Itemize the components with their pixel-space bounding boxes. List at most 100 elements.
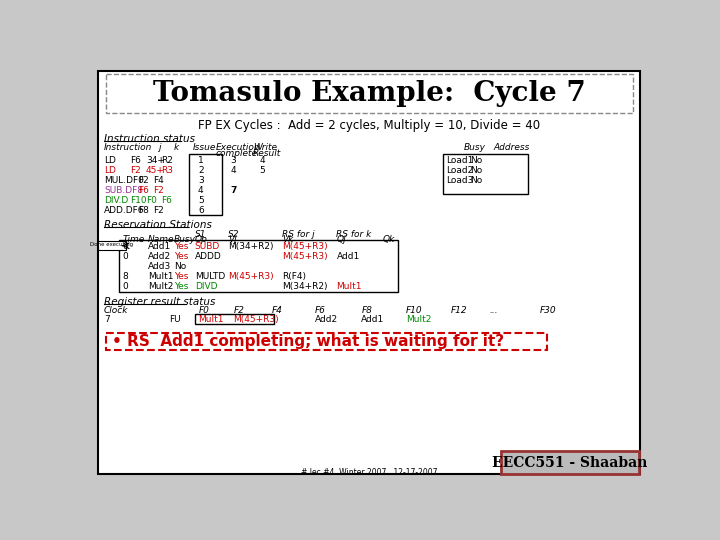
Text: EECC551 - Shaaban: EECC551 - Shaaban (492, 456, 647, 470)
FancyBboxPatch shape (500, 451, 639, 475)
Text: 4: 4 (198, 186, 204, 195)
Text: 2: 2 (198, 166, 204, 174)
Text: Mult1: Mult1 (199, 315, 224, 324)
Text: ADDD: ADDD (194, 252, 221, 261)
Text: 5: 5 (259, 166, 265, 174)
Text: 8: 8 (122, 272, 128, 281)
Text: Mult2: Mult2 (406, 315, 431, 324)
FancyBboxPatch shape (120, 240, 398, 292)
Text: R3: R3 (161, 166, 174, 174)
Text: Busy: Busy (464, 143, 485, 152)
Text: No: No (469, 156, 482, 165)
Text: F6: F6 (315, 306, 325, 315)
Text: Tomasulo Example:  Cycle 7: Tomasulo Example: Cycle 7 (153, 80, 585, 107)
Text: 6: 6 (198, 206, 204, 215)
Text: Add3: Add3 (148, 262, 171, 271)
Text: Yes: Yes (174, 252, 188, 261)
Text: Op: Op (194, 235, 207, 244)
Text: SUB.DF8: SUB.DF8 (104, 186, 143, 195)
Text: Load3: Load3 (446, 176, 474, 185)
Text: M(45+R3): M(45+R3) (282, 242, 328, 251)
Text: F30: F30 (539, 306, 556, 315)
Text: No: No (469, 176, 482, 185)
Text: 0: 0 (122, 282, 128, 291)
FancyBboxPatch shape (98, 241, 126, 249)
Text: Done executing: Done executing (90, 242, 133, 247)
Text: Add1: Add1 (361, 315, 384, 324)
Text: F0: F0 (145, 195, 157, 205)
Text: Address: Address (493, 143, 529, 152)
Text: # lec #4  Winter 2007   12-17-2007: # lec #4 Winter 2007 12-17-2007 (301, 468, 437, 477)
Text: MULTD: MULTD (194, 272, 225, 281)
Text: Qk: Qk (383, 235, 395, 244)
Text: MUL.DF0: MUL.DF0 (104, 176, 144, 185)
Text: Mult1: Mult1 (148, 272, 174, 281)
Text: DIV.D: DIV.D (104, 195, 128, 205)
Text: F8: F8 (138, 206, 149, 215)
Text: F4: F4 (153, 176, 164, 185)
Text: 7: 7 (104, 315, 109, 324)
Text: F4: F4 (272, 306, 283, 315)
Text: 3: 3 (230, 156, 236, 165)
Text: k: k (174, 143, 179, 152)
Text: M(45+R3): M(45+R3) (228, 272, 274, 281)
Text: F2: F2 (130, 166, 141, 174)
Text: ADD.DF6: ADD.DF6 (104, 206, 145, 215)
Text: F2: F2 (138, 176, 149, 185)
Text: Add1: Add1 (148, 242, 171, 251)
Text: R2: R2 (161, 156, 174, 165)
Text: F6: F6 (161, 195, 172, 205)
Text: S2: S2 (228, 230, 240, 239)
Text: S1: S1 (194, 230, 206, 239)
Text: 0: 0 (122, 252, 128, 261)
Text: F8: F8 (361, 306, 372, 315)
Text: Vk: Vk (282, 235, 294, 244)
FancyBboxPatch shape (106, 74, 632, 112)
Text: F2: F2 (233, 306, 244, 315)
FancyBboxPatch shape (189, 154, 222, 215)
Text: complete: complete (215, 148, 258, 158)
Text: Yes: Yes (174, 272, 188, 281)
Text: Reservation Stations: Reservation Stations (104, 220, 212, 231)
FancyBboxPatch shape (106, 333, 547, 350)
Text: LD: LD (104, 166, 116, 174)
Text: 3: 3 (198, 176, 204, 185)
Text: 5: 5 (198, 195, 204, 205)
Text: Add2: Add2 (148, 252, 171, 261)
Text: F12: F12 (451, 306, 468, 315)
Text: Clock: Clock (104, 306, 128, 315)
Text: Add1: Add1 (336, 252, 360, 261)
Text: 4: 4 (230, 166, 236, 174)
Text: M(34+R2): M(34+R2) (228, 242, 274, 251)
Text: Register result status: Register result status (104, 296, 215, 307)
Text: Add2: Add2 (315, 315, 338, 324)
Text: F6: F6 (138, 186, 149, 195)
Text: ...: ... (489, 306, 498, 315)
Text: 45+: 45+ (145, 166, 165, 174)
Text: Instruction status: Instruction status (104, 134, 195, 144)
Text: Execution: Execution (215, 143, 260, 152)
Text: Load2: Load2 (446, 166, 474, 174)
Text: F2: F2 (153, 186, 164, 195)
Text: Load1: Load1 (446, 156, 474, 165)
Text: Yes: Yes (174, 242, 188, 251)
Text: FU: FU (169, 315, 181, 324)
Text: Mult1: Mult1 (336, 282, 362, 291)
Text: FP EX Cycles :  Add = 2 cycles, Multiply = 10, Divide = 40: FP EX Cycles : Add = 2 cycles, Multiply … (198, 119, 540, 132)
Text: Write: Write (253, 143, 276, 152)
Text: No: No (469, 166, 482, 174)
Text: F10: F10 (130, 195, 147, 205)
Text: 1: 1 (198, 156, 204, 165)
Text: Result: Result (253, 148, 281, 158)
Text: Yes: Yes (174, 282, 188, 291)
Text: 4: 4 (259, 156, 265, 165)
Text: Vj: Vj (228, 235, 237, 244)
Text: Issue: Issue (192, 143, 216, 152)
Text: DIVD: DIVD (194, 282, 217, 291)
Text: Busy: Busy (174, 235, 196, 244)
Text: • RS  Add1 completing; what is waiting for it?: • RS Add1 completing; what is waiting fo… (112, 334, 504, 349)
Text: R(F4): R(F4) (282, 272, 306, 281)
Text: F10: F10 (406, 306, 423, 315)
FancyBboxPatch shape (443, 154, 528, 194)
Text: LD: LD (104, 156, 116, 165)
